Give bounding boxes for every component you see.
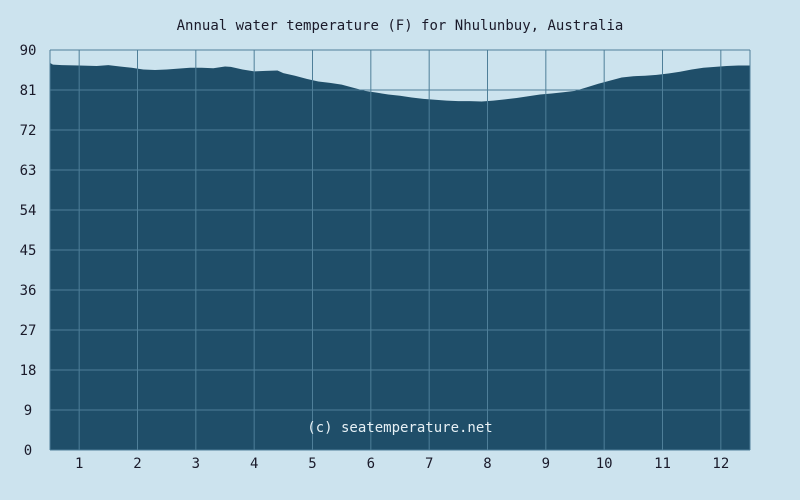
watermark: (c) seatemperature.net bbox=[307, 420, 492, 436]
y-tick-label: 18 bbox=[20, 363, 37, 379]
x-tick-label: 11 bbox=[654, 456, 671, 472]
y-tick-label: 9 bbox=[24, 403, 32, 419]
y-tick-label: 90 bbox=[20, 43, 37, 59]
x-tick-label: 1 bbox=[75, 456, 83, 472]
x-tick-label: 12 bbox=[712, 456, 729, 472]
x-tick-label: 3 bbox=[192, 456, 200, 472]
y-tick-label: 45 bbox=[20, 243, 37, 259]
x-tick-label: 5 bbox=[308, 456, 316, 472]
y-tick-label: 0 bbox=[24, 443, 32, 459]
temperature-area-series-0 bbox=[50, 62, 750, 450]
y-tick-label: 36 bbox=[20, 283, 37, 299]
x-tick-label: 2 bbox=[133, 456, 141, 472]
x-tick-label: 8 bbox=[483, 456, 491, 472]
x-tick-label: 10 bbox=[596, 456, 613, 472]
chart-title: Annual water temperature (F) for Nhulunb… bbox=[176, 18, 624, 34]
y-tick-label: 72 bbox=[20, 123, 37, 139]
y-tick-label: 63 bbox=[20, 163, 37, 179]
x-tick-label: 9 bbox=[542, 456, 550, 472]
x-tick-label: 6 bbox=[367, 456, 375, 472]
x-tick-label: 4 bbox=[250, 456, 258, 472]
y-tick-label: 81 bbox=[20, 83, 37, 99]
grid-layer bbox=[49, 49, 751, 451]
y-tick-label: 54 bbox=[20, 203, 37, 219]
y-tick-label: 27 bbox=[20, 323, 37, 339]
x-tick-label: 7 bbox=[425, 456, 433, 472]
